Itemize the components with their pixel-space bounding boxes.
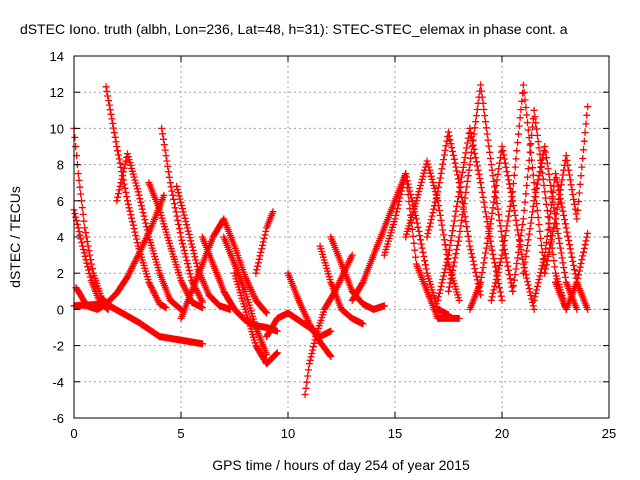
data-series [434, 124, 506, 304]
series-plus-markers [348, 170, 463, 322]
y-tick-label: -2 [52, 339, 64, 354]
axis-ticks: 0 5 10 15 20 25 -6 -4 -2 0 2 4 6 8 10 12 14 [50, 49, 617, 441]
x-tick-label: 20 [495, 426, 509, 441]
x-tick-label: 10 [281, 426, 295, 441]
y-tick-label: 14 [50, 49, 64, 64]
series-plus-markers [145, 179, 206, 312]
data-series [113, 150, 185, 313]
x-tick-label: 15 [388, 426, 402, 441]
series-plus-markers [445, 81, 517, 295]
data-series [231, 269, 281, 368]
y-tick-label: -6 [52, 411, 64, 426]
y-tick-label: 6 [57, 194, 64, 209]
series-plus-markers [231, 269, 281, 368]
series-plus-markers [487, 81, 549, 304]
series-plus-markers [220, 233, 271, 359]
data-series [380, 170, 452, 319]
y-tick-label: 8 [57, 158, 64, 173]
y-tick-label: 10 [50, 121, 64, 136]
data-series [487, 81, 549, 304]
chart-title: dSTEC Iono. truth (albh, Lon=236, Lat=48… [20, 21, 568, 37]
data-points [70, 81, 592, 398]
y-tick-label: 2 [57, 266, 64, 281]
data-series [252, 208, 277, 277]
series-plus-markers [113, 150, 185, 313]
x-tick-label: 0 [70, 426, 77, 441]
data-series [301, 251, 356, 398]
data-series [220, 233, 271, 359]
data-series [445, 81, 517, 295]
series-plus-markers [541, 103, 592, 277]
data-series [102, 83, 170, 312]
series-plus-markers [552, 229, 592, 313]
data-series [552, 229, 592, 313]
data-series [541, 103, 592, 277]
x-tick-label: 5 [177, 426, 184, 441]
series-plus-markers [301, 251, 356, 398]
y-tick-label: 12 [50, 85, 64, 100]
y-tick-label: 0 [57, 302, 64, 317]
data-series [348, 170, 463, 322]
data-series [177, 215, 271, 322]
y-axis-label: dSTEC / TECUs [7, 186, 23, 288]
series-plus-markers [102, 83, 170, 312]
series-plus-markers [434, 124, 506, 304]
series-plus-markers [177, 215, 271, 322]
series-plus-markers [173, 182, 234, 313]
x-tick-label: 25 [602, 426, 616, 441]
y-tick-label: 4 [57, 230, 64, 245]
data-series [173, 182, 234, 313]
data-series [316, 242, 367, 328]
data-series [145, 179, 206, 312]
y-tick-label: -4 [52, 375, 64, 390]
series-plus-markers [316, 242, 367, 328]
series-plus-markers [380, 170, 452, 319]
x-axis-label: GPS time / hours of day 254 of year 2015 [212, 457, 470, 473]
series-plus-markers [252, 208, 277, 277]
